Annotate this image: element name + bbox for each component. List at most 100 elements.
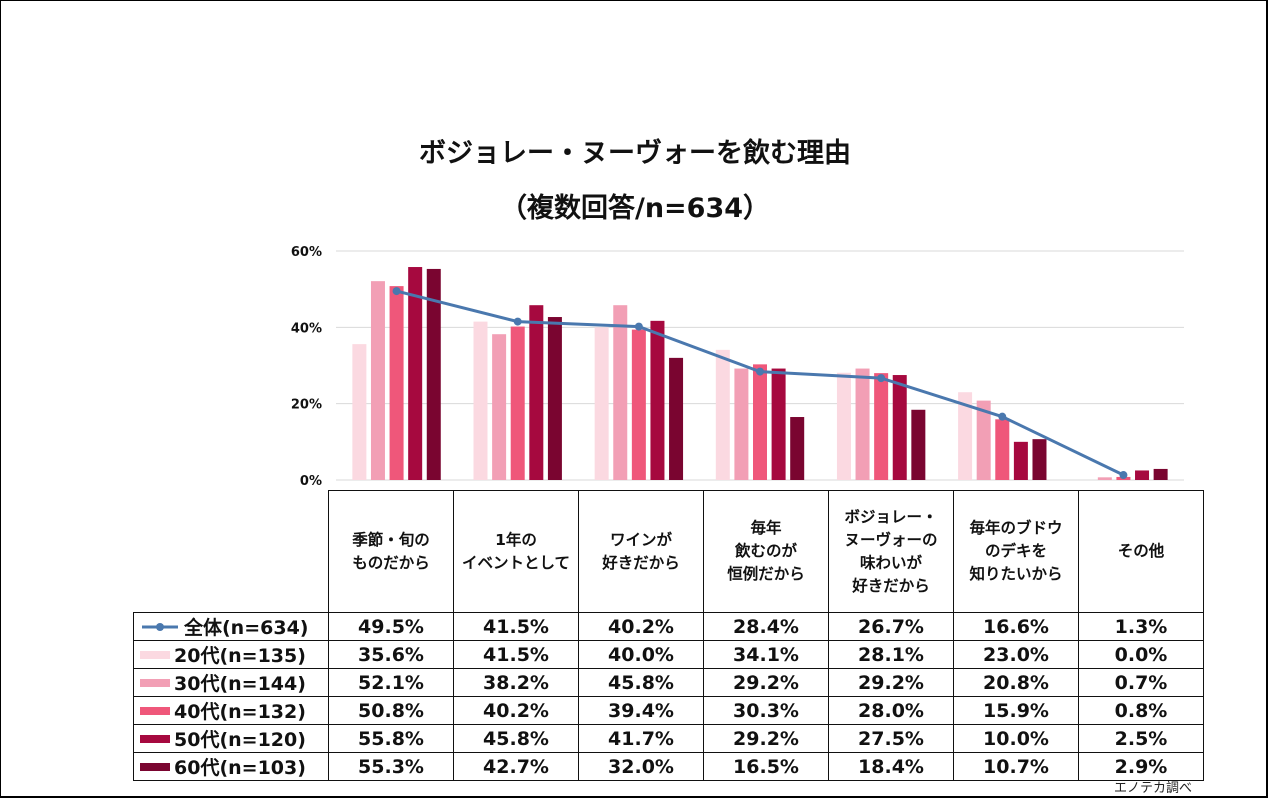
bar xyxy=(669,357,684,480)
bar xyxy=(547,317,562,480)
table-cell: 2.9% xyxy=(1078,752,1204,781)
bar xyxy=(892,375,907,480)
row-label-text: 30代(n=144) xyxy=(174,673,306,695)
line-point xyxy=(998,412,1007,421)
row-label: 40代(n=132) xyxy=(133,696,329,725)
table-cell: 34.1% xyxy=(703,640,829,669)
table-cell: 16.5% xyxy=(703,752,829,781)
bar xyxy=(1013,441,1028,480)
table-cell: 40.2% xyxy=(453,696,579,725)
table-cell: 0.7% xyxy=(1078,668,1204,697)
legend-line-marker xyxy=(142,622,178,631)
bar xyxy=(426,268,441,480)
chart-title: ボジョレー・ヌーヴォーを飲む理由 xyxy=(419,138,851,169)
table-cell: 32.0% xyxy=(578,752,704,781)
bar xyxy=(753,364,767,480)
bar xyxy=(650,320,665,480)
bar xyxy=(734,368,749,480)
line-point xyxy=(756,367,764,376)
table-cell: 52.1% xyxy=(328,668,454,697)
table-cell: 27.5% xyxy=(828,724,954,753)
bar xyxy=(874,373,889,480)
table-cell: 0.0% xyxy=(1078,640,1204,669)
table-header-row: 季節・旬の ものだから 1年の イベントとして ワインが 好きだから 毎年 飲むのが 恒例だから… xyxy=(133,490,1204,613)
table-cell: 0.8% xyxy=(1078,696,1204,725)
table-cell: 10.0% xyxy=(953,724,1079,753)
line-point xyxy=(877,374,886,383)
line-point xyxy=(392,287,401,296)
y-tick-label: 20% xyxy=(291,398,322,413)
legend-swatch xyxy=(140,706,170,715)
table-row: 30代(n=144) 52.1% 38.2% 45.8% 29.2% 29.2% 20.8%… xyxy=(133,668,1204,697)
row-label-text: 40代(n=132) xyxy=(174,701,306,723)
table-cell: 39.4% xyxy=(578,696,704,725)
bar xyxy=(958,392,973,480)
table-cell: 16.6% xyxy=(953,612,1079,641)
bar xyxy=(790,417,805,480)
table-cell: 35.6% xyxy=(328,640,454,669)
row-label-text: 20代(n=135) xyxy=(174,645,306,667)
chart-subtitle: （複数回答/n=634） xyxy=(499,193,771,224)
line-point xyxy=(1119,471,1128,480)
bar xyxy=(1032,439,1047,480)
table-header-cell: 季節・旬の ものだから xyxy=(328,490,454,613)
table-cell: 42.7% xyxy=(453,752,579,781)
row-label: 60代(n=103) xyxy=(133,752,329,781)
table-cell: 30.3% xyxy=(703,696,829,725)
legend-swatch xyxy=(140,678,170,687)
legend-swatch xyxy=(140,762,170,771)
table-header-cell: 1年の イベントとして xyxy=(453,490,579,613)
table-cell: 40.0% xyxy=(578,640,704,669)
bar xyxy=(855,368,870,480)
line-point xyxy=(634,322,643,331)
bar xyxy=(631,329,646,480)
legend-swatch xyxy=(140,734,170,743)
table-cell: 50.8% xyxy=(328,696,454,725)
row-label-text: 全体(n=634) xyxy=(184,617,309,639)
table-cell: 23.0% xyxy=(953,640,1079,669)
bar xyxy=(408,267,423,480)
row-label: 全体(n=634) xyxy=(133,612,329,641)
table-cell: 45.8% xyxy=(578,668,704,697)
table-cell: 2.5% xyxy=(1078,724,1204,753)
table-cell: 41.5% xyxy=(453,612,579,641)
bar xyxy=(370,281,385,480)
table-cell: 49.5% xyxy=(328,612,454,641)
bar xyxy=(836,372,851,480)
table-header-cell: ボジョレー・ ヌーヴォーの 味わいが 好きだから xyxy=(828,490,954,613)
table-cell: 15.9% xyxy=(953,696,1079,725)
source-note: エノテカ調べ xyxy=(1113,781,1192,796)
table-cell: 28.1% xyxy=(828,640,954,669)
table-cell: 20.8% xyxy=(953,668,1079,697)
legend-swatch xyxy=(140,650,170,659)
bar xyxy=(529,305,544,480)
table-row: 40代(n=132) 50.8% 40.2% 39.4% 30.3% 28.0% 15.9%… xyxy=(133,696,1204,725)
table-row: 60代(n=103) 55.3% 42.7% 32.0% 16.5% 18.4% 10.7%… xyxy=(133,752,1204,781)
table-cell: 40.2% xyxy=(578,612,704,641)
row-label-text: 50代(n=120) xyxy=(174,729,306,751)
table-cell: 29.2% xyxy=(828,668,954,697)
bar xyxy=(771,368,786,480)
table-cell: 28.4% xyxy=(703,612,829,641)
row-label: 20代(n=135) xyxy=(133,640,329,669)
table-cell: 1.3% xyxy=(1078,612,1204,641)
bar xyxy=(492,334,507,480)
bar xyxy=(510,326,525,480)
table-cell: 38.2% xyxy=(453,668,579,697)
table-cell: 55.3% xyxy=(328,752,454,781)
table-cell: 41.5% xyxy=(453,640,579,669)
table-cell: 26.7% xyxy=(828,612,954,641)
table-cell: 29.2% xyxy=(703,724,829,753)
y-tick-label: 0% xyxy=(300,474,322,489)
table-row: 全体(n=634) 49.5% 41.5% 40.2% 28.4% 26.7% 16.6% 1… xyxy=(133,612,1204,641)
table-cell: 29.2% xyxy=(703,668,829,697)
table-cell: 10.7% xyxy=(953,752,1079,781)
table-row: 50代(n=120) 55.8% 45.8% 41.7% 29.2% 27.5% 10.0%… xyxy=(133,724,1204,753)
table-cell: 55.8% xyxy=(328,724,454,753)
table-cell: 41.7% xyxy=(578,724,704,753)
bar xyxy=(995,419,1010,480)
table-header-cell: その他 xyxy=(1078,490,1204,613)
table-cell: 45.8% xyxy=(453,724,579,753)
